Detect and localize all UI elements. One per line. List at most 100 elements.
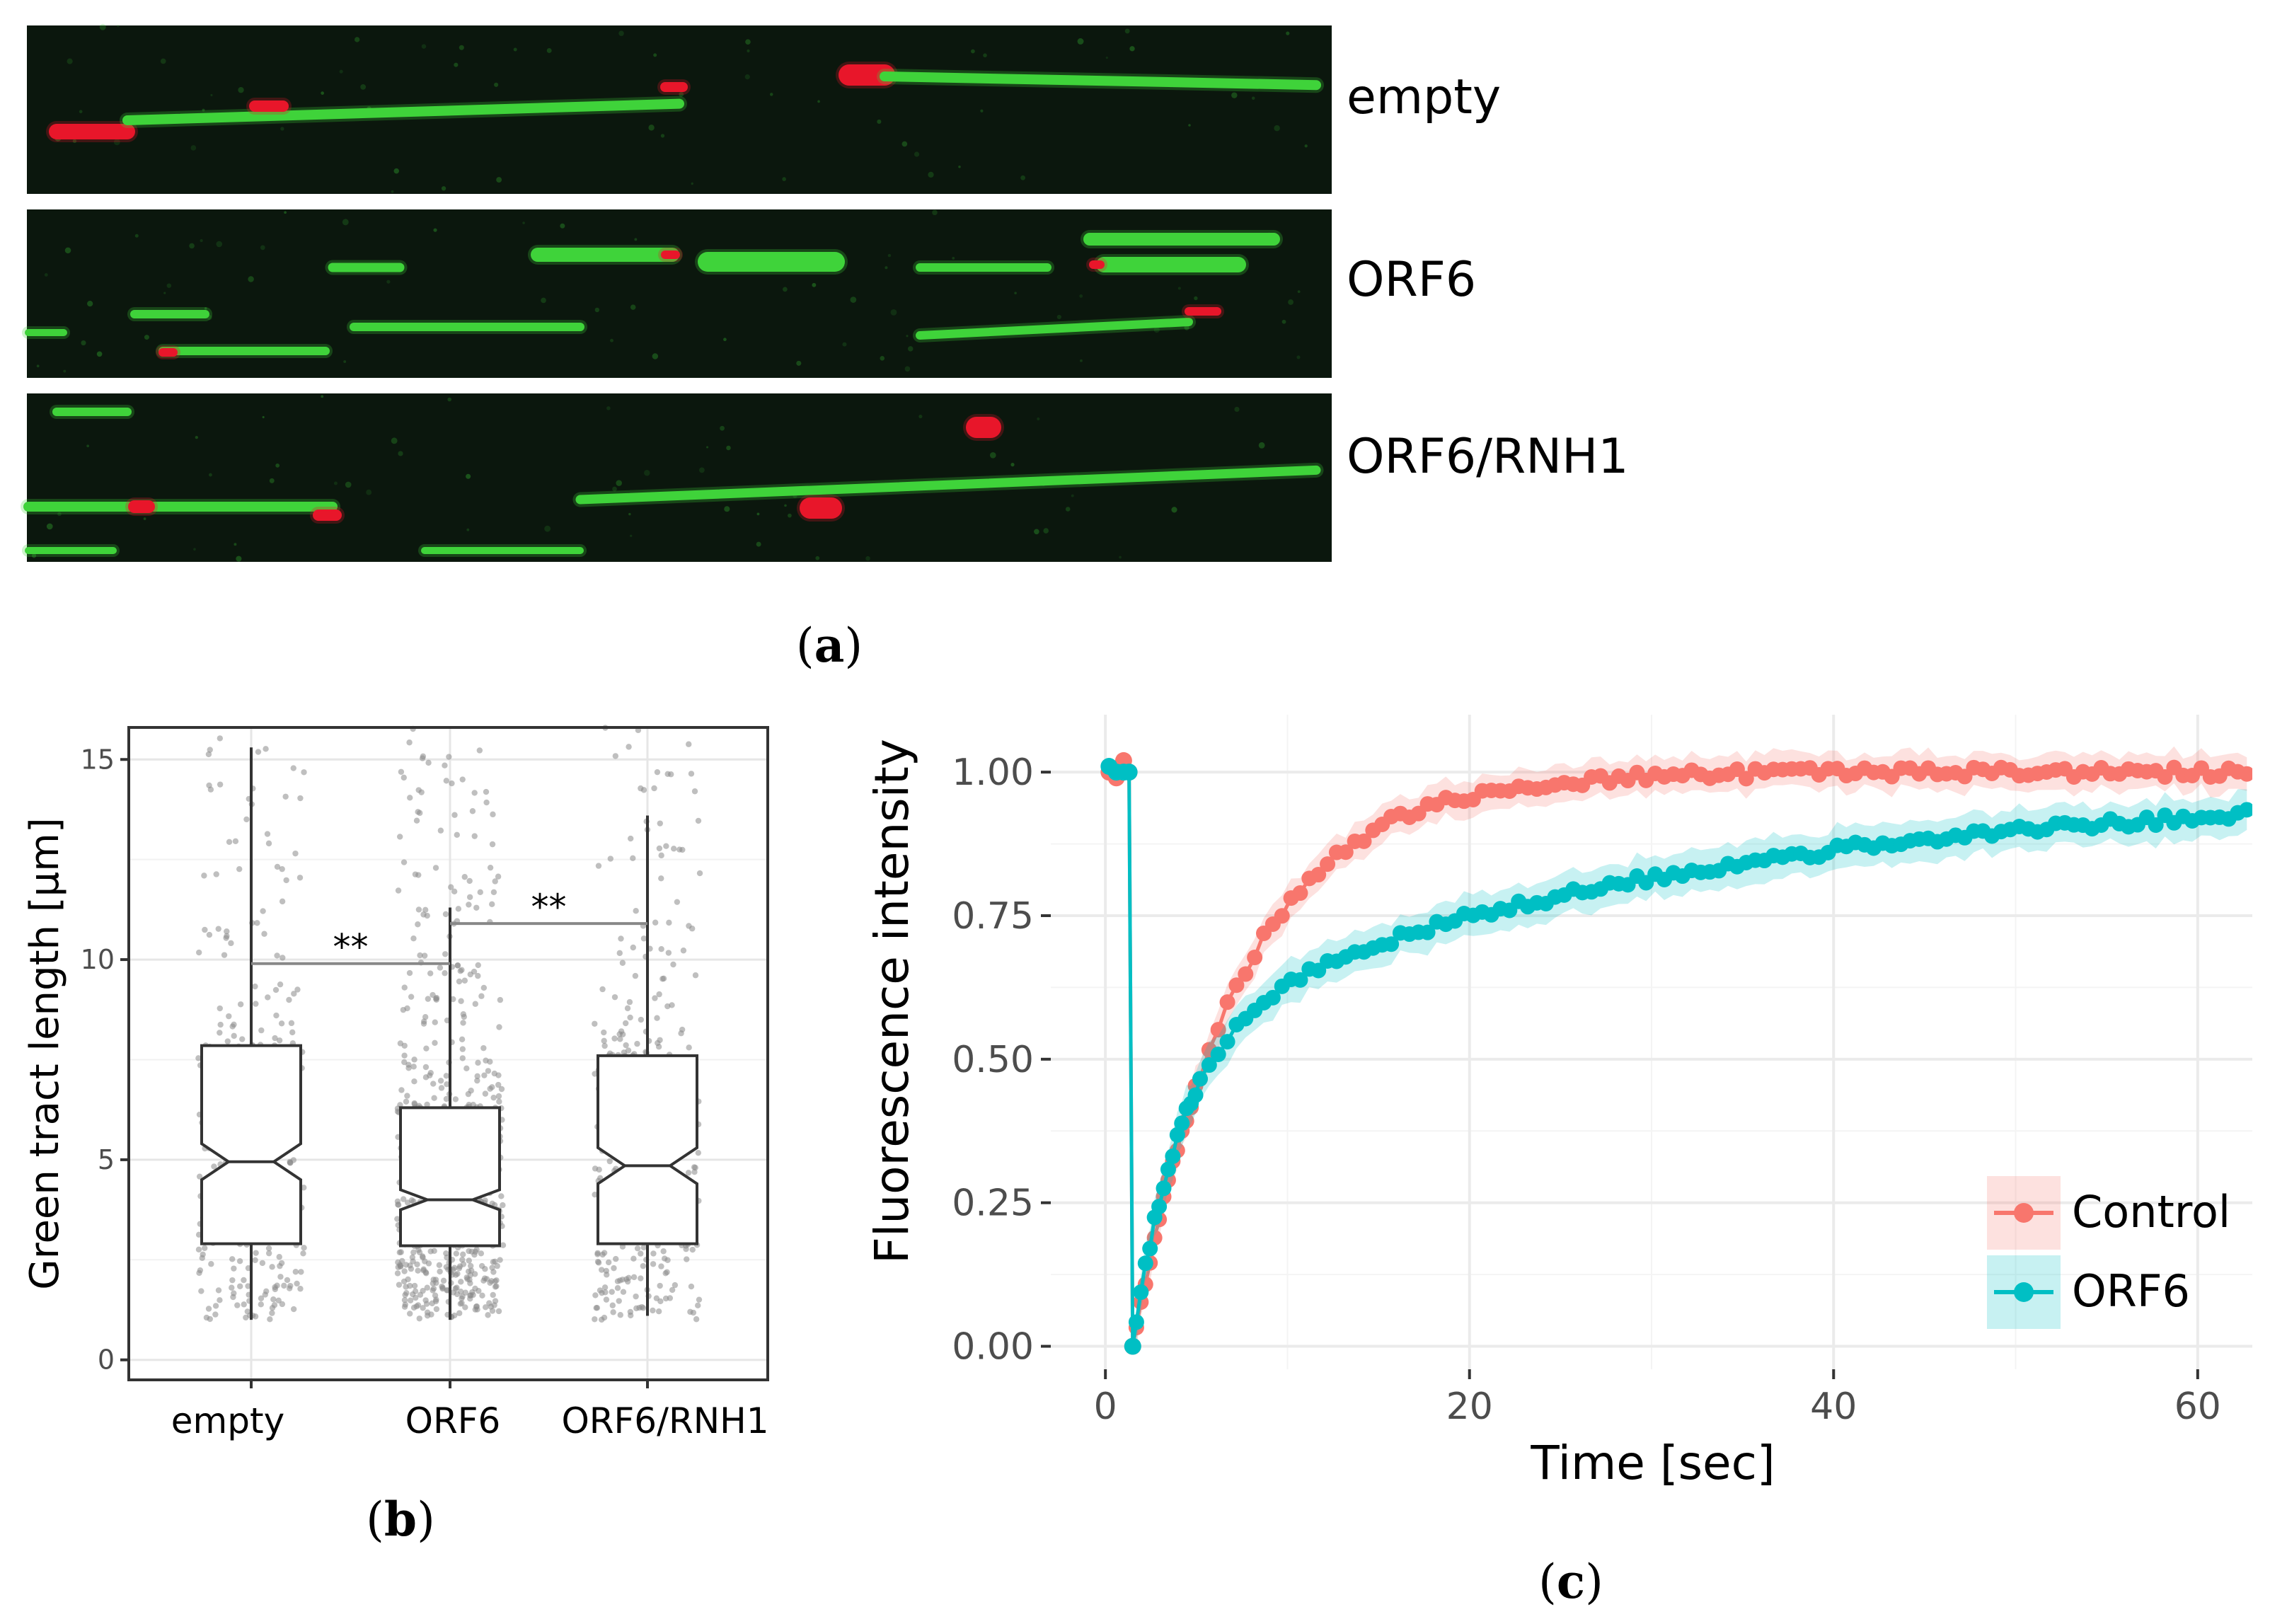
boxplot-boxes	[200, 747, 698, 1320]
jitter-point	[487, 1059, 493, 1065]
jitter-point	[406, 969, 413, 977]
jitter-point	[442, 970, 448, 977]
jitter-point	[432, 1019, 438, 1025]
data-point	[1151, 1199, 1168, 1215]
fibers-empty	[46, 23, 1324, 193]
background-speckle	[653, 53, 657, 57]
jitter-point	[206, 931, 213, 938]
jitter-point	[425, 996, 432, 1002]
jitter-point	[196, 1269, 202, 1277]
boxplot-y-ticks: 0 5 10 15	[81, 744, 129, 1376]
jitter-point	[472, 1285, 478, 1292]
frap-legend: Control ORF6	[1987, 1176, 2230, 1329]
jitter-point	[460, 1251, 466, 1257]
jitter-point	[459, 1300, 465, 1306]
jitter-point	[482, 1090, 489, 1097]
jitter-point	[410, 935, 417, 942]
jitter-point	[490, 1291, 496, 1298]
jitter-point	[483, 788, 490, 795]
background-speckle	[544, 525, 551, 532]
jitter-point	[205, 751, 212, 758]
background-speckle	[880, 356, 885, 361]
jitter-point	[638, 1016, 645, 1023]
jitter-point	[634, 1040, 640, 1047]
jitter-point	[482, 1304, 489, 1311]
jitter-point	[405, 1276, 411, 1283]
data-point	[1160, 1161, 1176, 1177]
jitter-point	[625, 1047, 632, 1054]
jitter-point	[200, 1251, 206, 1257]
jitter-point	[287, 1160, 294, 1166]
background-speckle	[1071, 494, 1074, 497]
jitter-point	[198, 1288, 204, 1294]
jitter-point	[406, 739, 413, 746]
jitter-point	[410, 1304, 417, 1311]
jitter-point	[611, 1265, 617, 1272]
background-speckle	[720, 425, 725, 431]
jitter-point	[438, 1085, 445, 1091]
jitter-point	[269, 1305, 276, 1311]
background-speckle	[1184, 325, 1189, 330]
background-speckle	[887, 253, 892, 258]
jitter-point	[610, 1309, 616, 1315]
jitter-point	[276, 1254, 282, 1260]
background-speckle	[918, 415, 923, 419]
jitter-point	[274, 863, 281, 870]
jitter-point	[459, 1036, 466, 1043]
jitter-point	[622, 1020, 629, 1027]
jitter-point	[292, 850, 299, 857]
jitter-point	[217, 735, 224, 742]
jitter-point	[401, 774, 407, 781]
data-point	[1137, 1255, 1153, 1272]
notched-box	[200, 1044, 302, 1245]
background-speckle	[612, 486, 617, 492]
jitter-point	[686, 1044, 692, 1051]
jitter-point	[595, 1260, 602, 1266]
background-speckle	[143, 517, 146, 520]
jitter-point	[456, 1310, 463, 1316]
jitter-point	[207, 747, 213, 753]
jitter-point	[640, 935, 647, 942]
jitter-point	[397, 1263, 404, 1270]
jitter-point	[688, 771, 695, 777]
jitter-point	[229, 1023, 236, 1030]
jitter-point	[432, 995, 439, 1002]
background-speckle	[496, 177, 502, 183]
background-speckle	[87, 300, 93, 307]
jitter-point	[411, 1078, 417, 1085]
jitter-point	[212, 1303, 219, 1309]
jitter-point	[467, 971, 473, 978]
jitter-point	[640, 1305, 647, 1311]
jitter-point	[500, 1202, 506, 1209]
jitter-point	[272, 1286, 279, 1293]
jitter-point	[490, 811, 496, 818]
jitter-point	[459, 776, 466, 783]
jitter-point	[421, 1018, 427, 1025]
jitter-point	[425, 759, 432, 766]
jitter-point	[599, 1267, 605, 1273]
jitter-point	[267, 1316, 273, 1323]
jitter-point	[451, 888, 458, 895]
jitter-point	[614, 1278, 621, 1284]
jitter-point	[444, 1081, 450, 1088]
jitter-point	[683, 1245, 689, 1252]
jitter-point	[454, 1284, 460, 1291]
jitter-point	[630, 1274, 638, 1281]
jitter-point	[269, 1264, 275, 1270]
background-speckle	[134, 234, 139, 238]
jitter-point	[669, 1002, 675, 1008]
jitter-point	[620, 1289, 627, 1295]
jitter-point	[460, 1011, 467, 1018]
background-speckle	[1010, 463, 1015, 467]
background-speckle	[634, 238, 638, 241]
jitter-point	[265, 1245, 272, 1252]
jitter-point	[409, 1254, 416, 1260]
jitter-point	[297, 795, 304, 802]
background-speckle	[560, 223, 565, 229]
jitter-point	[274, 952, 280, 959]
jitter-point	[231, 1290, 237, 1296]
significance-stars: **	[333, 927, 369, 968]
boxplot-panel-border	[127, 726, 769, 1381]
jitter-point	[658, 875, 664, 882]
jitter-point	[195, 1246, 202, 1253]
